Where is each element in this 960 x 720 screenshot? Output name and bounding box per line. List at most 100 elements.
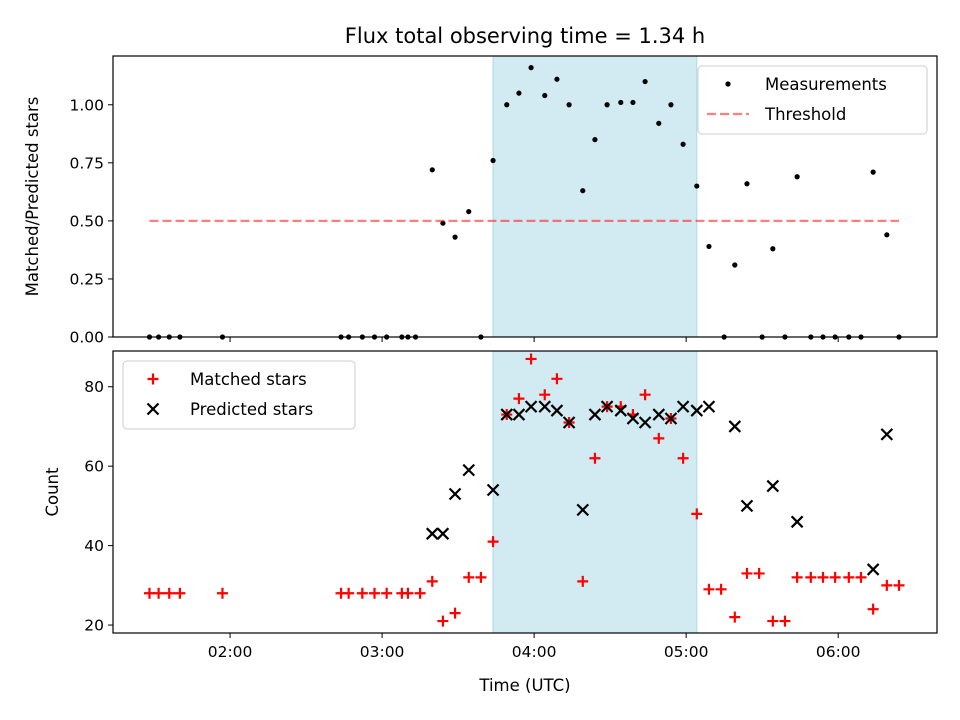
predicted-star-point <box>664 412 678 425</box>
matched-star-point <box>639 389 651 401</box>
matched-star-point <box>163 587 175 599</box>
matched-star-point <box>437 615 449 627</box>
measurement-point <box>744 181 750 187</box>
top-panel-y-ticks: 0.00 0.25 0.50 0.75 1.00 <box>69 96 113 347</box>
predicted-star-point <box>866 563 880 576</box>
measurement-point <box>706 243 712 250</box>
predicted-star-point <box>462 463 476 477</box>
measurement-point <box>630 99 636 106</box>
matched-star-point <box>577 575 589 587</box>
bottom-panel-legend: Matched stars Predicted stars <box>122 360 356 430</box>
measurement-point <box>490 157 496 164</box>
predicted-star-point <box>500 408 514 421</box>
predicted-star-point <box>436 527 450 540</box>
x-tick-label: 04:00 <box>512 643 557 661</box>
measurement-point <box>452 234 458 240</box>
predicted-star-point <box>550 404 564 417</box>
measurement-point <box>618 99 624 106</box>
matched-star-point <box>216 587 228 599</box>
predicted-star-point <box>425 527 439 540</box>
measurement-point <box>770 246 776 252</box>
x-tick-label: 03:00 <box>360 643 405 661</box>
matched-star-point <box>829 571 841 583</box>
measurement-point <box>732 262 738 268</box>
matched-star-point <box>368 587 380 599</box>
y-tick-label: 20 <box>84 617 104 635</box>
predicted-star-point <box>512 408 526 421</box>
legend-box <box>122 360 356 430</box>
predicted-star-point <box>690 404 704 417</box>
y-tick-label: 0.25 <box>69 270 104 288</box>
matched-star-point <box>153 587 165 599</box>
x-tick-label: 02:00 <box>208 643 253 661</box>
matched-star-point <box>525 353 537 365</box>
predicted-star-point <box>766 479 780 493</box>
predicted-star-point <box>626 412 640 425</box>
matched-star-point <box>779 615 791 627</box>
matched-star-point <box>741 567 753 579</box>
highlight-region <box>492 350 698 634</box>
measurement-point <box>884 232 890 238</box>
matched-star-point <box>855 571 867 583</box>
predicted-star-point <box>562 416 576 429</box>
matched-star-point <box>805 571 817 583</box>
legend-box <box>697 65 928 135</box>
y-tick-label: 60 <box>84 458 104 476</box>
matched-star-point <box>449 607 461 619</box>
measurement-point <box>794 174 800 180</box>
measurement-point <box>542 92 548 99</box>
matched-star-point <box>487 536 499 548</box>
measurement-point <box>528 65 534 71</box>
measurement-point <box>656 120 662 126</box>
matched-star-point <box>475 571 487 583</box>
highlight-region <box>492 55 698 338</box>
matched-star-point <box>893 579 905 591</box>
legend-label: Matched stars <box>190 370 307 389</box>
matched-star-point <box>463 571 475 583</box>
observing-window-span <box>492 350 698 634</box>
predicted-star-point <box>538 400 552 413</box>
y-tick-label: 80 <box>84 378 104 396</box>
predicted-star-point <box>448 487 462 501</box>
matched-star-point <box>513 393 525 405</box>
top-panel-x-ticks <box>229 337 839 342</box>
measurement-point <box>466 208 472 215</box>
matched-star-point <box>414 587 426 599</box>
bottom-panel-y-axis-label: Count <box>43 467 62 517</box>
x-axis-label: Time (UTC) <box>478 676 570 695</box>
bottom-panel-series <box>143 353 905 627</box>
figure-title: Flux total observing time = 1.34 h <box>345 24 705 48</box>
predicted-star-point <box>652 408 666 421</box>
top-panel: 0.00 0.25 0.50 0.75 1.00 Matched/Predicted s… <box>23 55 938 347</box>
legend-marker <box>725 81 731 87</box>
top-panel-y-axis-label: Matched/Predicted stars <box>23 97 42 297</box>
legend-label: Measurements <box>765 75 887 94</box>
y-tick-label: 0.50 <box>69 212 104 230</box>
matched-star-point <box>817 571 829 583</box>
matched-star-point <box>867 603 879 615</box>
predicted-star-point <box>588 408 602 421</box>
legend-marker <box>146 402 160 416</box>
bottom-panel-y-ticks: 20 40 60 80 <box>84 378 113 635</box>
matched-star-point <box>767 615 779 627</box>
matched-star-point <box>174 587 186 599</box>
bottom-panel-frame <box>112 350 938 634</box>
predicted-star-point <box>524 400 538 413</box>
measurement-point <box>504 102 510 108</box>
measurement-point <box>580 188 586 194</box>
measurement-point <box>516 90 522 96</box>
matched-star-point <box>343 587 355 599</box>
matched-star-point <box>843 571 855 583</box>
predicted-star-point <box>600 400 614 413</box>
predicted-star-point <box>638 416 652 429</box>
predicted-star-point <box>614 404 628 417</box>
measurement-point <box>604 102 610 108</box>
top-panel-frame <box>112 55 938 338</box>
predicted-star-point <box>880 428 894 441</box>
measurement-point <box>642 78 648 85</box>
predicted-star-point <box>576 503 590 517</box>
matched-star-point <box>753 567 765 579</box>
matched-star-point <box>691 508 703 520</box>
